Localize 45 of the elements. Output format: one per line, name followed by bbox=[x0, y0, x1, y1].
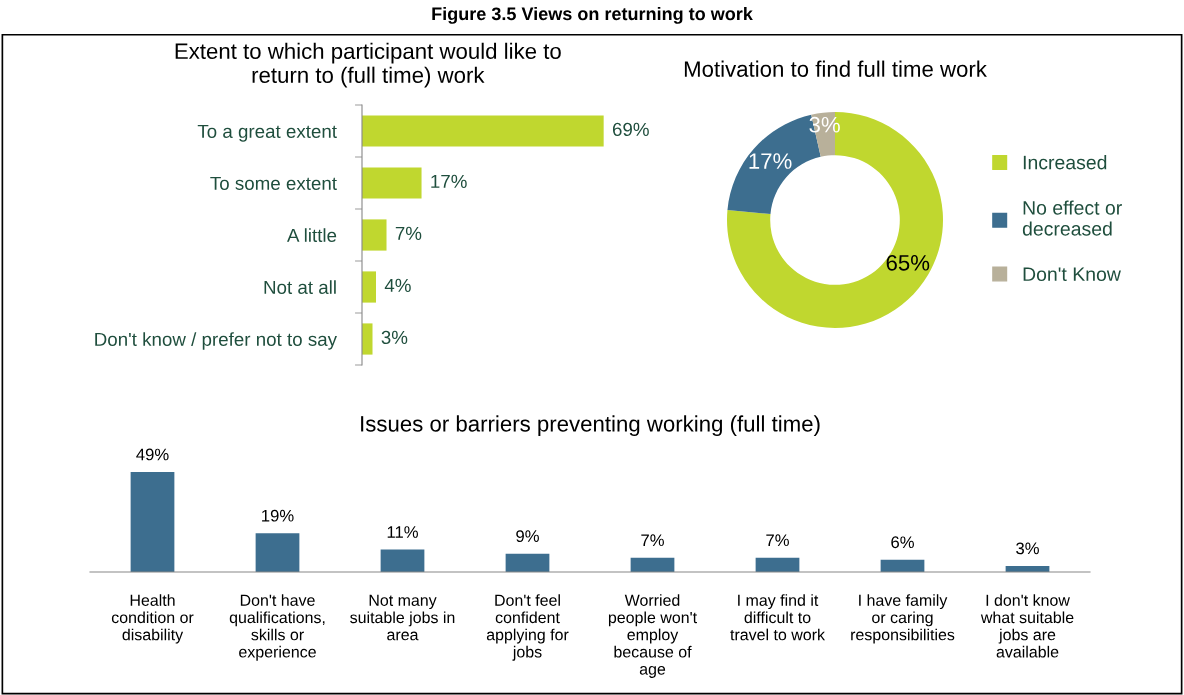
x-tick-label: Worried people won't employ because of age bbox=[608, 594, 697, 678]
data-label: 17% bbox=[431, 174, 467, 188]
x-tick-label: I may find it difficult to travel to work bbox=[730, 594, 826, 641]
data-label: 3% bbox=[381, 330, 408, 345]
data-label: 4% bbox=[384, 278, 411, 292]
bar bbox=[362, 219, 387, 251]
data-label: 65% bbox=[886, 254, 930, 271]
x-tick-label: Don't have qualifications, skills or experience bbox=[229, 594, 325, 661]
bar bbox=[255, 533, 300, 572]
bar bbox=[362, 323, 373, 355]
y-tick-label: To a great extent bbox=[197, 124, 337, 142]
data-label: 9% bbox=[516, 530, 539, 543]
data-label: 11% bbox=[387, 526, 418, 538]
y-tick-label: A little bbox=[287, 228, 337, 242]
bar bbox=[362, 115, 604, 147]
data-label: 3% bbox=[1016, 542, 1039, 555]
legend-label: Don't Know bbox=[1023, 267, 1121, 282]
data-label: 7% bbox=[395, 226, 422, 240]
data-label: 17% bbox=[749, 153, 792, 169]
bar bbox=[362, 167, 422, 199]
x-tick-label: Not many suitable jobs in area bbox=[350, 594, 455, 641]
data-label: 19% bbox=[262, 509, 294, 522]
data-label: 69% bbox=[612, 122, 649, 137]
data-label: 7% bbox=[766, 534, 789, 547]
bar bbox=[362, 271, 377, 303]
chart-title: Issues or barriers preventing working (full time) bbox=[361, 415, 820, 437]
donut-slice bbox=[727, 112, 943, 328]
x-tick-label: Don't feel confident applying for jobs bbox=[486, 594, 569, 661]
x-tick-label: I don't know what suitable jobs are available bbox=[980, 594, 1074, 658]
caption: Figure 3.5 Views on returning to work bbox=[432, 6, 753, 24]
y-tick-label: Don't know / prefer not to say bbox=[95, 332, 337, 350]
data-label: 7% bbox=[641, 534, 664, 547]
x-tick-label: Health condition or disability bbox=[111, 594, 194, 644]
y-tick-label: To some extent bbox=[210, 176, 337, 190]
bar bbox=[130, 472, 175, 572]
chart-title: Extent to which participant would like to return to (full time) work bbox=[175, 42, 561, 88]
legend-label: Increased bbox=[1023, 155, 1107, 170]
bar bbox=[505, 553, 550, 572]
data-label: 49% bbox=[136, 448, 169, 461]
legend-label: No effect or decreased bbox=[1022, 200, 1122, 236]
x-tick-label: I have family or caring responsibilities bbox=[851, 594, 955, 644]
chart-title: Motivation to find full time work bbox=[684, 60, 987, 77]
bar bbox=[380, 549, 425, 572]
data-label: 6% bbox=[891, 536, 914, 549]
y-tick-label: Not at all bbox=[264, 280, 336, 294]
